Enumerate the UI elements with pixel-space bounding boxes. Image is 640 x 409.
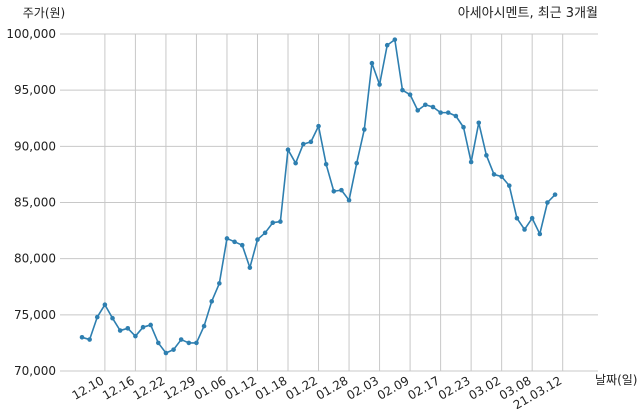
data-point [331,188,337,194]
x-tick-label: 01.12 [222,373,259,402]
data-point [453,113,459,119]
data-point [369,60,375,66]
x-tick-label: 01.06 [192,373,229,402]
data-point [468,159,474,165]
data-point [117,328,123,333]
data-point [522,227,527,232]
data-point [423,102,428,108]
data-point [232,239,237,245]
data-point [430,104,436,110]
data-point [87,337,92,342]
data-point [262,230,268,236]
price-series [79,37,558,356]
y-tick-label: 80,000 [14,252,56,266]
data-point [400,87,405,93]
data-point [156,340,161,346]
data-point [415,108,421,113]
x-tick-label: 03.02 [466,373,503,402]
data-point [171,347,176,352]
data-point [545,200,550,205]
data-point [377,82,382,87]
data-point [285,147,291,153]
data-point [163,350,169,356]
data-point [552,192,558,197]
data-point [384,42,390,48]
data-point [255,237,260,242]
grid-lines [60,33,598,372]
data-point [278,219,283,224]
data-point [461,124,466,130]
y-tick-label: 85,000 [14,196,56,210]
data-point [346,197,352,203]
data-point [407,92,413,97]
data-point [148,322,153,328]
data-point [270,220,276,226]
x-tick-label: 02.23 [436,373,473,402]
data-point [529,215,535,221]
x-tick-label: 12.29 [161,373,198,402]
data-point [110,315,115,321]
data-point [514,215,520,221]
data-point [186,340,192,346]
x-tick-label: 01.28 [314,373,351,402]
x-tick-label: 01.18 [253,373,290,402]
data-point [217,281,222,286]
data-point [224,236,230,241]
data-point [438,110,443,115]
data-point [308,139,314,145]
data-point [300,141,306,147]
data-point [392,37,398,42]
x-tick-label: 02.17 [405,373,442,402]
data-point [293,160,298,166]
data-point [194,340,199,346]
data-point [316,123,321,129]
x-tick-label: 02.03 [344,373,381,402]
data-point [537,231,543,237]
y-tick-label: 70,000 [14,364,56,378]
data-point [94,314,100,320]
x-tick-label: 12.10 [70,373,107,402]
y-tick-label: 90,000 [14,139,56,153]
x-tick-label: 12.22 [131,373,168,402]
y-tick-label: 100,000 [6,27,56,41]
data-point [133,333,138,339]
x-tick-label: 12.16 [100,373,137,402]
data-point [125,326,131,331]
data-point [362,127,367,132]
data-point [247,265,253,270]
y-axis: 70,000 75,000 80,000 85,000 90,000 95,000 100,… [6,27,56,378]
data-point [178,337,184,342]
data-point [476,120,482,126]
data-point [491,172,497,177]
y-tick-label: 95,000 [14,83,56,97]
data-point [201,323,207,329]
data-point [323,162,329,167]
data-point [499,174,504,179]
x-tick-label: 02.09 [375,373,412,402]
x-tick-label: 01.22 [283,373,320,402]
chart-title: 아세아시멘트, 최근 3개월 [458,6,598,21]
y-tick-label: 75,000 [14,308,56,322]
data-point [354,160,359,166]
data-point [445,110,451,115]
data-point [239,242,245,248]
y-axis-label: 주가(원) [23,6,65,20]
data-point [140,324,146,330]
data-point [102,302,108,308]
data-point [79,335,85,340]
x-axis: 12.1012.1612.2212.2901.0601.1201.1801.22… [70,373,565,409]
data-point [209,299,215,304]
data-point [506,183,512,188]
x-axis-label: 날짜(일) [595,373,637,387]
data-point [484,153,489,158]
data-point [339,187,344,193]
